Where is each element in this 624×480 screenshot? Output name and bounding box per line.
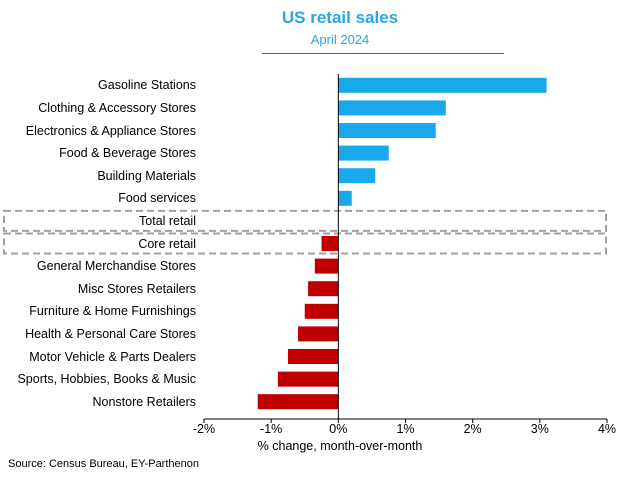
bar-nonstore-retailers: [257, 394, 339, 410]
bar-clothing-accessory-stores: [338, 100, 446, 116]
bar-core-retail: [321, 236, 339, 251]
category-label: Building Materials: [97, 168, 196, 183]
category-label: General Merchandise Stores: [36, 259, 196, 274]
category-label: Electronics & Appliance Stores: [25, 123, 196, 138]
x-tick-label: -2%: [192, 422, 216, 436]
highlight-box-total-retail: [3, 209, 607, 232]
bar-building-materials: [338, 168, 376, 184]
category-label: Misc Stores Retailers: [77, 281, 196, 296]
x-tick-label: 2%: [463, 422, 482, 436]
bar-gasoline-stations: [338, 77, 547, 93]
bar-electronics-appliance-stores: [338, 123, 436, 138]
bar-misc-stores-retailers: [308, 281, 339, 297]
category-label: Core retail: [138, 236, 196, 251]
category-label: Motor Vehicle & Parts Dealers: [29, 349, 196, 364]
x-tick-label: 4%: [597, 422, 617, 436]
bar-food-services: [338, 190, 352, 206]
bar-food-beverage-stores: [338, 145, 389, 161]
x-tick-label: 0%: [329, 422, 348, 436]
bar-general-merchandise-stores: [314, 258, 339, 274]
x-axis-label: % change, month-over-month: [257, 439, 423, 453]
category-label: Nonstore Retailers: [92, 394, 196, 409]
category-label: Food & Beverage Stores: [59, 146, 196, 161]
category-label: Gasoline Stations: [98, 78, 196, 93]
x-tick-label: -1%: [260, 422, 283, 436]
bar-motor-vehicle-parts-dealers: [287, 349, 339, 364]
title-divider: [262, 53, 504, 54]
category-label: Sports, Hobbies, Books & Music: [17, 372, 196, 387]
bar-health-personal-care-stores: [298, 326, 339, 342]
highlight-box-core-retail: [3, 232, 607, 255]
x-tick-label: 1%: [396, 422, 415, 436]
bar-furniture-home-furnishings: [304, 303, 339, 319]
category-label: Furniture & Home Furnishings: [29, 304, 196, 319]
chart-subtitle: April 2024: [310, 32, 370, 47]
category-label: Health & Personal Care Stores: [25, 326, 196, 341]
category-label: Total retail: [139, 213, 196, 228]
chart-title: US retail sales: [281, 8, 399, 27]
category-label: Clothing & Accessory Stores: [38, 100, 196, 115]
x-tick-label: 3%: [530, 422, 549, 436]
category-label: Food services: [118, 191, 196, 206]
source-note: Source: Census Bureau, EY-Parthenon: [8, 458, 199, 470]
bar-sports-hobbies-books-music: [277, 371, 339, 387]
